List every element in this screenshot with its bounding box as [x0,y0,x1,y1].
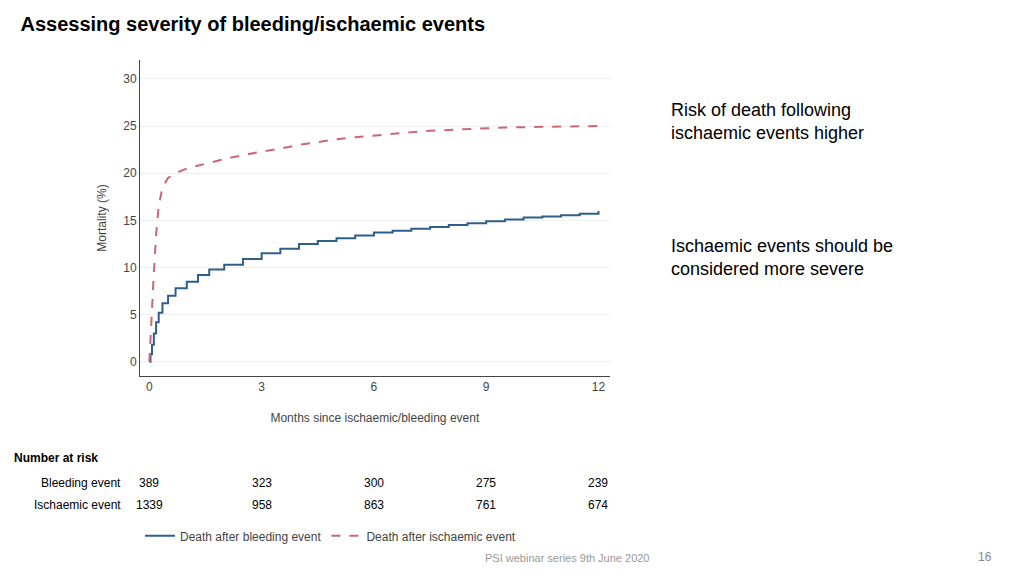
svg-text:9: 9 [483,380,490,394]
svg-text:3: 3 [258,380,265,394]
svg-text:Risk of death followingischaem: Risk of death followingischaemic events … [671,100,864,143]
svg-text:323: 323 [252,476,272,490]
svg-text:Death after ischaemic event: Death after ischaemic event [366,530,515,544]
svg-text:Ischaemic event: Ischaemic event [34,498,121,512]
svg-text:30: 30 [123,72,137,86]
svg-text:Mortality (%): Mortality (%) [95,184,109,251]
svg-text:389: 389 [139,476,159,490]
svg-text:761: 761 [476,498,496,512]
svg-text:275: 275 [476,476,496,490]
svg-text:12: 12 [592,380,606,394]
svg-text:239: 239 [588,476,608,490]
svg-text:1339: 1339 [136,498,163,512]
svg-text:Ischaemic events should becons: Ischaemic events should beconsidered mor… [671,236,893,279]
svg-text:25: 25 [123,119,137,133]
svg-text:PSI webinar series 9th June 20: PSI webinar series 9th June 2020 [485,552,650,564]
svg-text:10: 10 [123,261,137,275]
svg-text:Months since ischaemic/bleedin: Months since ischaemic/bleeding event [270,411,479,425]
svg-text:16: 16 [978,550,992,564]
svg-text:Number at risk: Number at risk [14,451,98,465]
svg-text:674: 674 [588,498,608,512]
svg-text:6: 6 [371,380,378,394]
svg-text:5: 5 [130,308,137,322]
svg-text:Assessing severity of bleeding: Assessing severity of bleeding/ischaemic… [20,13,485,35]
svg-text:300: 300 [364,476,384,490]
svg-text:15: 15 [123,214,137,228]
svg-text:20: 20 [123,166,137,180]
svg-text:Bleeding event: Bleeding event [41,476,121,490]
svg-text:958: 958 [252,498,272,512]
svg-text:863: 863 [364,498,384,512]
svg-text:Death after bleeding event: Death after bleeding event [180,530,321,544]
svg-text:0: 0 [130,355,137,369]
svg-text:0: 0 [146,380,153,394]
